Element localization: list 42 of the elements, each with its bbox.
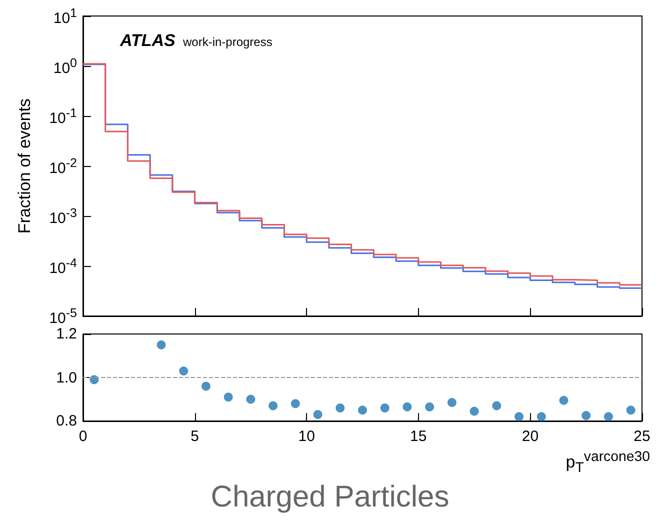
point [559,396,568,405]
point [290,399,300,408]
x-tick-label: 5 [190,428,199,445]
x-tick-label: 15 [410,428,427,445]
point [336,403,345,412]
annotation: work-in-progress [182,35,272,49]
point [246,394,256,404]
point [179,366,188,376]
point [224,392,233,402]
point [358,406,367,415]
y-tick-label: 10$^{-3}$ [49,205,77,227]
point [582,411,591,420]
point [201,382,210,391]
point [425,402,434,412]
point [268,401,278,410]
x-tick-label: 0 [78,428,88,445]
y-tick-label: 10$^{-5}$ [49,305,77,327]
y-tick-label: 10$^{-2}$ [49,155,77,177]
y-tick-label: 10$^{1}$ [53,5,77,27]
point [447,398,456,408]
annotation: ATLAS [119,31,176,50]
y-tick-label: 10$^{0}$ [53,55,77,77]
y-axis-title: Fraction of events [15,98,34,234]
y-tick-label: 10$^{-4}$ [49,255,77,277]
point [313,410,322,419]
point [492,401,502,410]
point [470,406,479,416]
point [156,340,166,350]
point [536,412,546,422]
y-tick-label: 1.0 [56,369,77,386]
point [514,412,524,422]
x-tick-label: 25 [634,428,650,445]
y-tick-label: 10$^{-1}$ [49,105,77,127]
point [402,402,412,412]
point [626,406,636,415]
point [604,412,613,422]
y-tick-label: 1.2 [56,326,77,342]
y-tick-label: 0.8 [56,412,77,430]
x-tick-label: 20 [522,428,539,445]
point [380,403,390,412]
text: Charged Particles [210,480,450,514]
x-tick-label: 10 [298,428,315,445]
